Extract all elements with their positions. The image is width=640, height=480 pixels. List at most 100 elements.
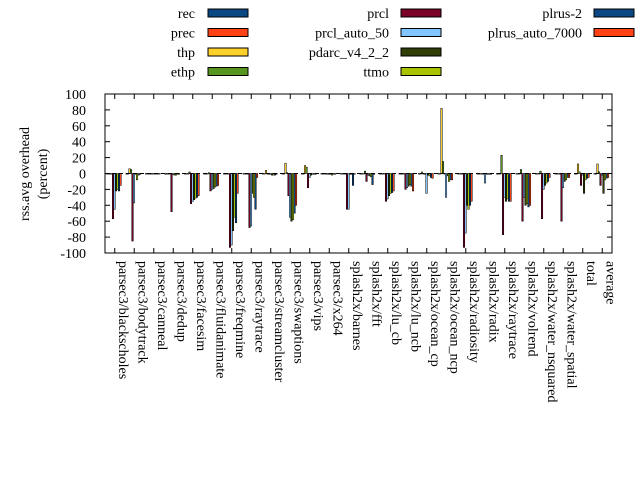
legend-label: plrus-2 (542, 7, 582, 22)
bar-ethp (520, 169, 523, 174)
legend-swatch-thp (207, 47, 249, 57)
x-tick-label: parsec3/streamcluster (271, 261, 286, 383)
bar-prcl (599, 173, 602, 186)
bar-prcl_auto_50 (445, 173, 448, 198)
bar-prcl_auto_50 (347, 173, 350, 210)
legend: rec prec thp ethp prcl prcl_auto_50 pdarc_v4_2… (171, 7, 635, 81)
x-tick-label: parsec3/raytrace (251, 261, 266, 353)
bar-plrus_auto_7000 (236, 173, 239, 194)
legend-label: rec (178, 7, 195, 22)
x-tick-label: splash2x/water_nsquared (544, 261, 559, 403)
bar-plrus-2 (235, 173, 238, 224)
y-tick-label: -40 (67, 199, 86, 214)
y-tick-label: 40 (72, 136, 86, 151)
x-tick-label: splash2x/lu_ncb (407, 261, 422, 352)
bar-plrus_auto_7000 (295, 173, 298, 206)
y-tick-label: -80 (67, 231, 86, 246)
legend-label: thp (177, 46, 195, 61)
x-tick-label: parsec3/x264 (329, 261, 344, 336)
x-tick-label: parsec3/freqmine (232, 261, 247, 358)
bar-plrus_auto_7000 (158, 173, 161, 175)
legend-swatch-prcl_auto_50 (400, 28, 442, 37)
bar-thp (187, 173, 190, 175)
x-tick-label: splash2x/raytrace (505, 261, 520, 359)
bar-prcl (170, 173, 173, 212)
y-axis-label-line1: rss.avg overhead (18, 127, 33, 221)
legend-label: prcl (367, 7, 389, 22)
x-tick-label: parsec3/fluidanimate (212, 261, 227, 378)
legend-label: plrus_auto_7000 (488, 27, 582, 42)
x-tick-label: splash2x/volrend (524, 261, 539, 357)
bar-ethp (442, 161, 445, 174)
bar-prcl (131, 173, 134, 242)
bar-thp (284, 162, 287, 174)
bar-plrus-2 (352, 173, 355, 186)
y-tick-label: 60 (72, 120, 86, 135)
legend-swatch-prcl (400, 8, 442, 18)
bar-prcl_auto_50 (484, 173, 487, 184)
bar-plrus_auto_7000 (568, 173, 571, 178)
y-tick-label: -20 (67, 183, 86, 198)
x-tick-label: splash2x/radix (485, 261, 500, 343)
x-tick-label: parsec3/blackscholes (115, 261, 130, 379)
bar-plrus_auto_7000 (587, 173, 590, 178)
y-axis-label-line2: (percent) (36, 148, 51, 199)
bar-ethp (305, 166, 308, 174)
x-tick-label: parsec3/facesim (193, 261, 208, 351)
x-tick-label: average (602, 261, 617, 305)
bar-plrus_auto_7000 (470, 173, 473, 202)
y-tick-label: 20 (72, 152, 86, 167)
x-tick-label: splash2x/lu_cb (388, 261, 403, 345)
x-tick-label: parsec3/bodytrack (134, 261, 149, 364)
bar-ethp (500, 154, 503, 174)
legend-label: prec (171, 27, 195, 42)
x-tick-label: splash2x/ocean_cp (427, 261, 442, 367)
bar-plrus_auto_7000 (217, 173, 220, 186)
x-tick-label: splash2x/ocean_ncp (446, 261, 461, 374)
x-axis: parsec3/blackscholes parsec3/bodytrack par… (114, 94, 617, 403)
legend-label: prcl_auto_50 (315, 27, 389, 42)
legend-label: ttmo (363, 66, 389, 81)
bar-plrus_auto_7000 (412, 173, 415, 192)
bar-ethp (130, 169, 133, 174)
legend-swatch-prec (207, 28, 249, 37)
x-tick-label: splash2x/fft (368, 261, 383, 327)
bar-prcl_auto_50 (250, 173, 253, 227)
bars-layer (106, 108, 610, 248)
bar-plrus_auto_7000 (392, 173, 395, 192)
bar-prcl_auto_50 (425, 173, 428, 194)
bar-ethp (208, 172, 211, 174)
bar-plrus-2 (254, 173, 257, 210)
bar-ethp (578, 171, 581, 174)
bar-ethp (598, 171, 601, 174)
x-tick-label: splash2x/radiosity (466, 261, 481, 363)
bar-thp (577, 163, 580, 174)
legend-swatch-plrus_auto_7000 (593, 28, 635, 37)
legend-swatch-plrus-2 (593, 8, 635, 18)
y-tick-label: -60 (67, 215, 86, 230)
bar-plrus_auto_7000 (529, 173, 532, 206)
bar-plrus_auto_7000 (509, 173, 512, 202)
bar-plrus-2 (371, 173, 374, 185)
y-tick-label: 80 (72, 104, 86, 119)
bar-prcl_auto_50 (133, 173, 136, 204)
y-tick-label: -100 (60, 247, 86, 262)
bar-plrus_auto_7000 (451, 173, 454, 181)
y-tick-label: 100 (65, 88, 86, 103)
x-tick-label: parsec3/vips (310, 261, 325, 331)
bar-plrus_auto_7000 (256, 173, 259, 178)
bar-prcl (502, 173, 505, 235)
legend-swatch-rec (207, 8, 249, 18)
bar-plrus_auto_7000 (548, 173, 551, 178)
bar-plrus_auto_7000 (431, 173, 434, 179)
bar-plrus_auto_7000 (334, 173, 337, 175)
legend-label: ethp (171, 66, 195, 81)
bar-prec (439, 173, 442, 175)
legend-swatch-ttmo (400, 67, 442, 76)
bar-prec (263, 173, 266, 175)
bar-plrus_auto_7000 (119, 173, 122, 186)
bar-plrus_auto_7000 (607, 173, 610, 178)
y-tick-label: 0 (79, 168, 86, 183)
